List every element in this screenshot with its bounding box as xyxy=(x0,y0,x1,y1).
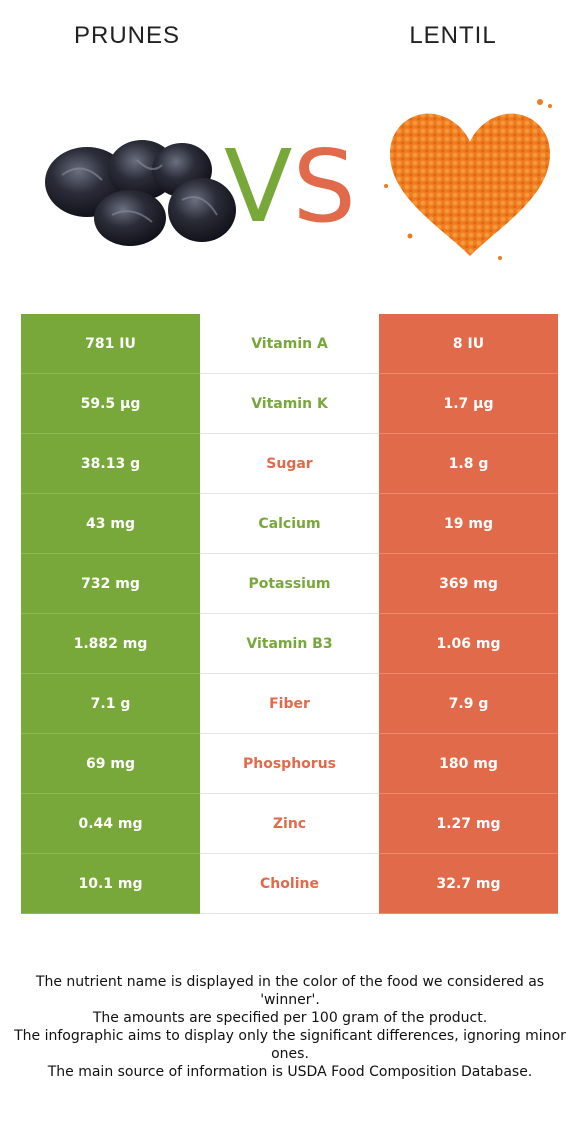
vs-letter-v: V xyxy=(224,128,293,245)
nutrient-name: Vitamin B3 xyxy=(200,614,379,674)
nutrient-name: Vitamin K xyxy=(200,374,379,434)
right-value: 1.06 mg xyxy=(379,614,558,674)
footer-line-3: The infographic aims to display only the… xyxy=(14,1028,566,1062)
table-row: 1.882 mg Vitamin B3 1.06 mg xyxy=(21,614,558,674)
right-value: 180 mg xyxy=(379,734,558,794)
footer-line-2: The amounts are specified per 100 gram o… xyxy=(92,1010,488,1026)
footer-line-1: The nutrient name is displayed in the co… xyxy=(35,974,545,1008)
vs-label: VS xyxy=(220,132,360,242)
nutrient-name: Fiber xyxy=(200,674,379,734)
right-value: 1.27 mg xyxy=(379,794,558,854)
left-value: 1.882 mg xyxy=(21,614,200,674)
right-value: 1.7 µg xyxy=(379,374,558,434)
right-value: 7.9 g xyxy=(379,674,558,734)
left-value: 10.1 mg xyxy=(21,854,200,914)
left-value: 38.13 g xyxy=(21,434,200,494)
table-row: 59.5 µg Vitamin K 1.7 µg xyxy=(21,374,558,434)
right-value: 32.7 mg xyxy=(379,854,558,914)
right-value: 8 IU xyxy=(379,314,558,374)
left-value: 59.5 µg xyxy=(21,374,200,434)
left-value: 7.1 g xyxy=(21,674,200,734)
right-value: 19 mg xyxy=(379,494,558,554)
prunes-image xyxy=(45,140,236,246)
nutrient-name: Choline xyxy=(200,854,379,914)
lentil-heart-image xyxy=(384,99,552,260)
nutrient-name: Potassium xyxy=(200,554,379,614)
nutrient-name: Zinc xyxy=(200,794,379,854)
nutrient-name: Phosphorus xyxy=(200,734,379,794)
table-row: 43 mg Calcium 19 mg xyxy=(21,494,558,554)
left-value: 732 mg xyxy=(21,554,200,614)
left-value: 0.44 mg xyxy=(21,794,200,854)
table-row: 10.1 mg Choline 32.7 mg xyxy=(21,854,558,914)
right-value: 1.8 g xyxy=(379,434,558,494)
nutrient-name: Calcium xyxy=(200,494,379,554)
table-row: 69 mg Phosphorus 180 mg xyxy=(21,734,558,794)
table-row: 7.1 g Fiber 7.9 g xyxy=(21,674,558,734)
table-row: 38.13 g Sugar 1.8 g xyxy=(21,434,558,494)
right-value: 369 mg xyxy=(379,554,558,614)
vs-letter-s: S xyxy=(292,128,356,245)
table-row: 732 mg Potassium 369 mg xyxy=(21,554,558,614)
nutrient-name: Sugar xyxy=(200,434,379,494)
footer-line-4: The main source of information is USDA F… xyxy=(47,1064,533,1080)
nutrient-name: Vitamin A xyxy=(200,314,379,374)
left-value: 69 mg xyxy=(21,734,200,794)
left-food-title: PRUNES xyxy=(73,22,181,49)
left-value: 43 mg xyxy=(21,494,200,554)
right-food-title: LENTIL xyxy=(409,22,497,49)
footer-notes: The nutrient name is displayed in the co… xyxy=(14,973,566,1081)
table-row: 0.44 mg Zinc 1.27 mg xyxy=(21,794,558,854)
left-value: 781 IU xyxy=(21,314,200,374)
